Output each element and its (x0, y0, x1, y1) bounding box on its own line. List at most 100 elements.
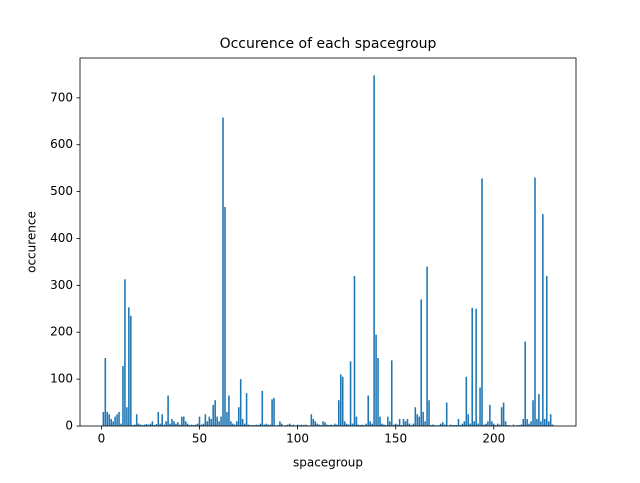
bar (526, 419, 528, 426)
bar (458, 419, 460, 426)
bar (167, 396, 169, 426)
bar (503, 403, 505, 426)
bar (313, 419, 315, 426)
bar (522, 419, 524, 426)
bar (491, 421, 493, 426)
bar (279, 421, 281, 426)
bar (471, 308, 473, 426)
y-tick-label: 100 (50, 372, 73, 386)
bar (126, 407, 128, 426)
bar (403, 419, 405, 426)
x-tick-label: 50 (192, 432, 207, 446)
bar (546, 276, 548, 426)
bar (108, 414, 110, 426)
bar (116, 414, 118, 426)
bar (228, 396, 230, 426)
bar (481, 178, 483, 426)
bar (354, 276, 356, 426)
bar (473, 421, 475, 426)
x-tick-label: 150 (384, 432, 407, 446)
bar (230, 421, 232, 426)
bar (103, 412, 105, 426)
bar (550, 414, 552, 426)
bar (420, 299, 422, 426)
bar (324, 422, 326, 426)
bar (446, 403, 448, 426)
bar (428, 400, 430, 426)
bar (534, 178, 536, 426)
bar (399, 419, 401, 426)
bar (242, 419, 244, 426)
bar (369, 421, 371, 426)
bar (128, 307, 130, 426)
bar (322, 421, 324, 426)
bar (468, 414, 470, 426)
bar (226, 412, 228, 426)
bar (106, 412, 108, 426)
bar (261, 391, 263, 426)
bar (391, 360, 393, 426)
bar (340, 374, 342, 426)
bar (387, 417, 389, 426)
bar (424, 421, 426, 426)
bar (130, 316, 132, 426)
bar (466, 377, 468, 426)
bar (344, 421, 346, 426)
bar (185, 421, 187, 426)
chart-title: Occurence of each spacegroup (220, 36, 437, 52)
bar (350, 361, 352, 426)
bar (479, 388, 481, 426)
bar (464, 421, 466, 426)
bar (114, 417, 116, 426)
bar (205, 414, 207, 426)
bar (173, 421, 175, 426)
bar (418, 417, 420, 426)
bar (210, 419, 212, 426)
bar (542, 214, 544, 426)
bar (158, 412, 160, 426)
bar (165, 421, 167, 426)
bar (124, 279, 126, 426)
bar (405, 421, 407, 426)
bar (218, 421, 220, 426)
bar (338, 400, 340, 426)
bar (475, 309, 477, 426)
bar (538, 394, 540, 426)
bar (505, 421, 507, 426)
bar (377, 358, 379, 426)
bar (118, 412, 120, 426)
bar (246, 393, 248, 426)
x-tick-label: 200 (482, 432, 505, 446)
bar (540, 421, 542, 426)
bar (489, 405, 491, 426)
bar (112, 421, 114, 426)
bar (524, 342, 526, 426)
bar (373, 75, 375, 426)
bar (209, 417, 211, 426)
bar (273, 398, 275, 426)
bar (177, 422, 179, 426)
bar (487, 421, 489, 426)
x-axis-label: spacegroup (293, 456, 363, 470)
bar (238, 407, 240, 426)
bar (544, 419, 546, 426)
axes-frame (80, 58, 576, 426)
bar (356, 417, 358, 426)
bar (389, 421, 391, 426)
bar (530, 421, 532, 426)
bar (271, 399, 273, 426)
bar (181, 417, 183, 426)
bar (214, 400, 216, 426)
bar (548, 421, 550, 426)
bar (501, 407, 503, 426)
bar (532, 400, 534, 426)
bar (342, 377, 344, 426)
bar (224, 207, 226, 426)
bar (415, 407, 417, 426)
bar (171, 419, 173, 426)
x-tick-label: 0 (98, 432, 106, 446)
bar (222, 118, 224, 426)
y-tick-label: 600 (50, 137, 73, 151)
bar (416, 414, 418, 426)
